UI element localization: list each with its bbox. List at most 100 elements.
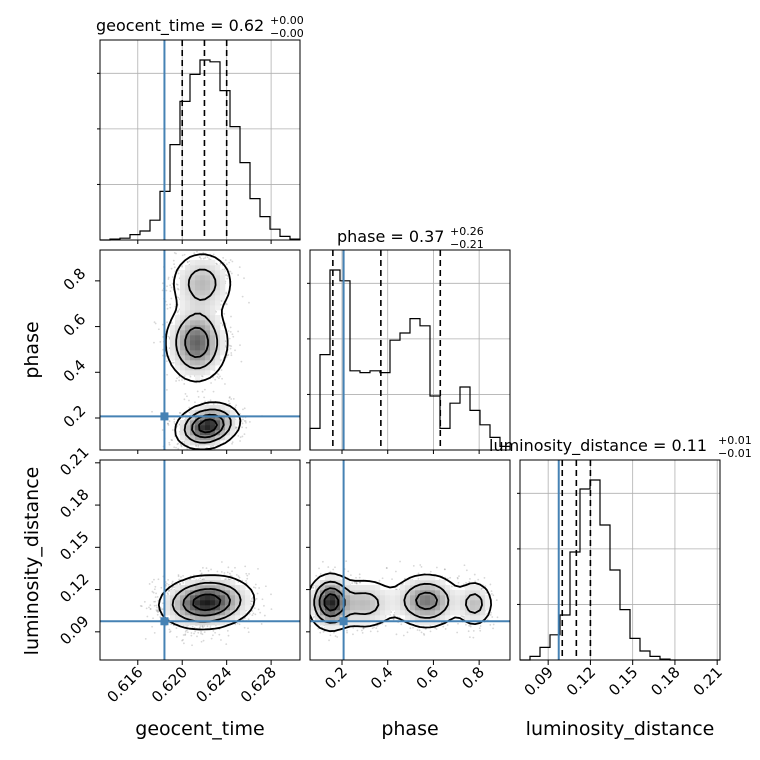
- sample-point: [244, 420, 247, 423]
- sample-point: [168, 589, 170, 592]
- sample-point: [167, 583, 170, 586]
- sample-point: [230, 398, 233, 400]
- sample-point: [167, 278, 170, 280]
- sample-point: [229, 259, 232, 261]
- density-cell: [190, 290, 196, 296]
- density-cell: [215, 415, 221, 421]
- sample-point: [182, 642, 185, 645]
- density-cell: [205, 590, 211, 596]
- sample-point: [212, 403, 215, 405]
- sample-point: [154, 585, 157, 588]
- sample-point: [151, 581, 154, 583]
- density-cell: [210, 610, 216, 616]
- density-cell: [205, 365, 211, 371]
- sample-point: [151, 590, 154, 593]
- sample-point: [242, 408, 244, 411]
- sample-point: [173, 446, 176, 449]
- panel-content: [301, 460, 510, 660]
- density-cell: [185, 275, 191, 281]
- sample-point: [207, 569, 210, 572]
- density-cell: [215, 355, 221, 361]
- sample-point: [181, 379, 183, 381]
- sample-point: [201, 625, 204, 627]
- sample-point: [176, 283, 179, 286]
- density-cell: [190, 340, 196, 346]
- sample-point: [210, 637, 213, 640]
- density-cell: [185, 420, 191, 426]
- sample-point: [225, 291, 228, 294]
- sample-point: [201, 566, 204, 569]
- sample-point: [168, 628, 171, 631]
- sample-point: [221, 324, 224, 327]
- density-cell: [210, 575, 216, 581]
- density-cell: [245, 595, 251, 601]
- sample-point: [171, 439, 174, 442]
- sample-point: [166, 321, 168, 324]
- sample-point: [226, 274, 229, 277]
- sample-point: [301, 606, 303, 608]
- sample-point: [240, 360, 243, 363]
- density-cell: [205, 420, 211, 426]
- density-cell: [180, 305, 186, 311]
- sample-point: [205, 567, 208, 570]
- sample-point: [200, 630, 202, 633]
- density-cell: [230, 425, 236, 431]
- sample-point: [171, 580, 174, 583]
- sample-point: [155, 604, 158, 607]
- sample-point: [153, 631, 156, 634]
- sample-point: [258, 587, 261, 589]
- sample-point: [225, 292, 227, 295]
- density-cell: [215, 305, 221, 311]
- sample-point: [152, 591, 155, 594]
- sample-point: [191, 625, 194, 628]
- density-cell: [205, 310, 211, 316]
- density-cell: [225, 415, 231, 421]
- sample-point: [182, 624, 185, 627]
- sample-point: [152, 617, 154, 620]
- sample-point: [166, 285, 168, 288]
- sample-point: [197, 631, 200, 634]
- sample-point: [178, 578, 181, 581]
- sample-point: [203, 625, 206, 627]
- sample-point: [251, 614, 254, 617]
- density-cell: [195, 350, 201, 356]
- sample-point: [183, 375, 186, 378]
- sample-point: [173, 266, 176, 269]
- sample-point: [153, 578, 155, 581]
- density-cell: [180, 345, 186, 351]
- sample-point: [167, 422, 169, 425]
- sample-point: [167, 335, 170, 338]
- density-cell: [185, 340, 191, 346]
- density-cell: [170, 595, 176, 601]
- density-cell: [185, 265, 191, 271]
- density-cell: [205, 575, 211, 581]
- sample-point: [200, 572, 203, 575]
- density-cell: [195, 270, 201, 276]
- sample-point: [153, 321, 156, 324]
- sample-point: [209, 626, 212, 628]
- density-cell: [200, 300, 206, 306]
- density-cell: [195, 415, 201, 421]
- sample-point: [183, 383, 186, 385]
- density-cell: [205, 610, 211, 616]
- density-cell: [180, 620, 186, 626]
- sample-point: [193, 577, 196, 580]
- density-cell: [190, 585, 196, 591]
- density-cell: [195, 275, 201, 281]
- sample-point: [218, 633, 221, 636]
- density-cell: [190, 440, 196, 446]
- density-cell: [235, 615, 241, 621]
- sample-point: [197, 445, 200, 448]
- density-cell: [175, 365, 181, 371]
- sample-point: [196, 390, 199, 393]
- sample-point: [173, 586, 176, 589]
- sample-point: [224, 383, 226, 385]
- sample-point: [165, 289, 168, 292]
- title-luminosity-distance-minus: −0.01: [718, 447, 752, 460]
- density-cell: [210, 260, 216, 266]
- sample-point: [176, 311, 179, 314]
- sample-point: [193, 252, 196, 255]
- density-cell: [185, 325, 191, 331]
- sample-point: [190, 632, 193, 634]
- sample-point: [184, 630, 187, 633]
